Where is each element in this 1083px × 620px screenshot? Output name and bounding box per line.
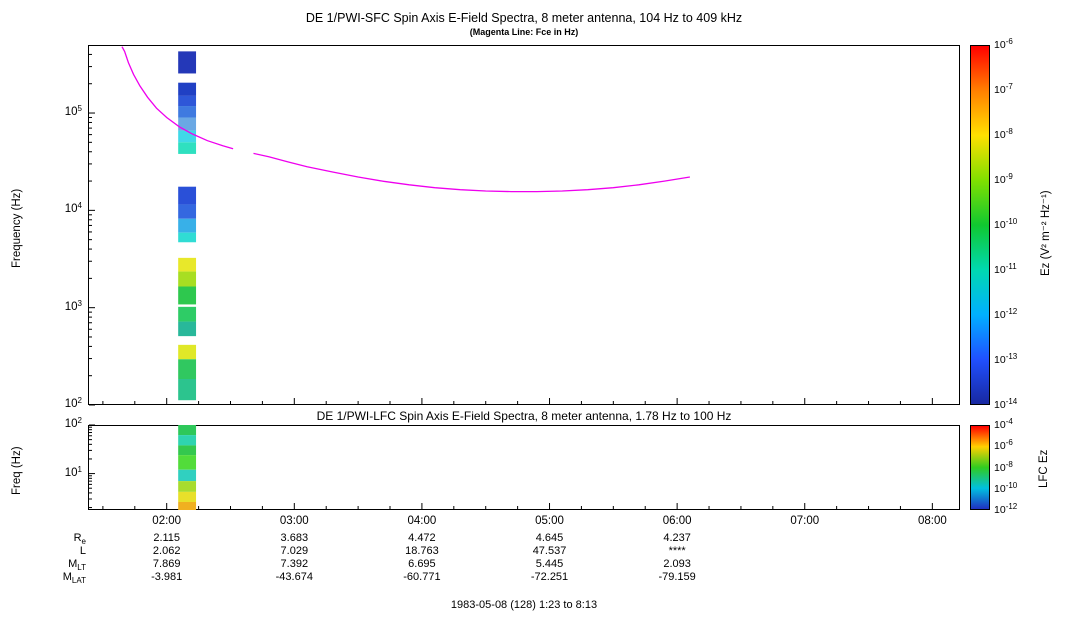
sfc-plot-area (88, 45, 960, 405)
lfc-colorbar (970, 425, 990, 510)
y-tick-label: 105 (64, 104, 82, 119)
colorbar-tick-label: 10-6 (994, 438, 1013, 453)
x-tick-label: 08:00 (917, 515, 947, 527)
ephemeris-value: -60.771 (403, 571, 441, 583)
ephemeris-value: -3.981 (151, 571, 183, 583)
ephemeris-value: 4.645 (535, 532, 564, 544)
colorbar-tick-label: 10-10 (994, 217, 1018, 232)
ephemeris-value: 6.695 (408, 558, 436, 570)
ephemeris-value: 2.093 (663, 558, 691, 570)
ephemeris-value: 4.472 (408, 532, 436, 544)
lfc-y-axis-label: Freq (Hz) (11, 446, 23, 495)
sfc-colorbar-label: Ez (V² m⁻² Hz⁻¹) (1040, 190, 1052, 276)
sfc-y-axis-label: Frequency (Hz) (11, 188, 23, 268)
sfc-colorbar (970, 45, 990, 405)
x-tick-label: 05:00 (535, 515, 564, 527)
y-tick-label: 102 (64, 396, 82, 411)
ephemeris-value: 3.683 (280, 532, 309, 544)
colorbar-tick-label: 10-10 (994, 480, 1018, 495)
colorbar-tick-label: 10-8 (994, 459, 1013, 474)
ephemeris-value: 7.392 (280, 558, 309, 570)
lfc-plot-area (88, 425, 960, 510)
colorbar-tick-label: 10-9 (994, 172, 1013, 187)
colorbar-tick-label: 10-12 (994, 307, 1018, 322)
ephemeris-row-label: MLAT (62, 571, 86, 585)
x-tick-label: 03:00 (279, 515, 309, 527)
colorbar-tick-label: 10-6 (994, 37, 1013, 52)
y-tick-label: 101 (64, 464, 82, 479)
colorbar-tick-label: 10-7 (994, 82, 1013, 97)
y-tick-label: 103 (64, 298, 82, 313)
lfc-panel-title: DE 1/PWI-LFC Spin Axis E-Field Spectra, … (316, 409, 732, 423)
ephemeris-value: 18.763 (405, 545, 439, 557)
ephemeris-value: 7.029 (280, 545, 309, 557)
ephemeris-value: -43.674 (275, 571, 313, 583)
lfc-colorbar-label: LFC Ez (1038, 449, 1050, 488)
ephemeris-value: 4.237 (663, 532, 691, 544)
x-tick-label: 04:00 (407, 515, 437, 527)
x-tick-label: 06:00 (662, 515, 692, 527)
ephemeris-value: 5.445 (535, 558, 564, 570)
sfc-panel-title: DE 1/PWI-SFC Spin Axis E-Field Spectra, … (305, 11, 743, 25)
ephemeris-value: 2.062 (152, 545, 181, 557)
ephemeris-value: 47.537 (532, 545, 567, 557)
colorbar-tick-label: 10-14 (994, 397, 1018, 412)
colorbar-tick-label: 10-8 (994, 127, 1013, 142)
ephemeris-row-label: L (79, 545, 86, 557)
colorbar-tick-label: 10-11 (994, 262, 1017, 277)
ephemeris-row-label: MLT (68, 558, 86, 572)
y-tick-label: 104 (64, 201, 82, 216)
ephemeris-value: -79.159 (658, 571, 696, 583)
colorbar-tick-label: 10-12 (994, 502, 1018, 517)
ephemeris-value: -72.251 (530, 571, 569, 583)
colorbar-tick-label: 10-13 (994, 352, 1018, 367)
ephemeris-value: 2.115 (153, 532, 181, 544)
time-range-footer: 1983-05-08 (128) 1:23 to 8:13 (450, 599, 598, 611)
x-tick-label: 02:00 (152, 515, 182, 527)
ephemeris-row-label: Re (73, 532, 86, 546)
x-tick-label: 07:00 (790, 515, 820, 527)
ephemeris-value: 7.869 (152, 558, 181, 570)
y-tick-label: 102 (64, 416, 82, 431)
colorbar-tick-label: 10-4 (994, 417, 1013, 432)
sfc-panel-subtitle: (Magenta Line: Fce in Hz) (469, 27, 579, 37)
ephemeris-value: **** (668, 545, 686, 557)
